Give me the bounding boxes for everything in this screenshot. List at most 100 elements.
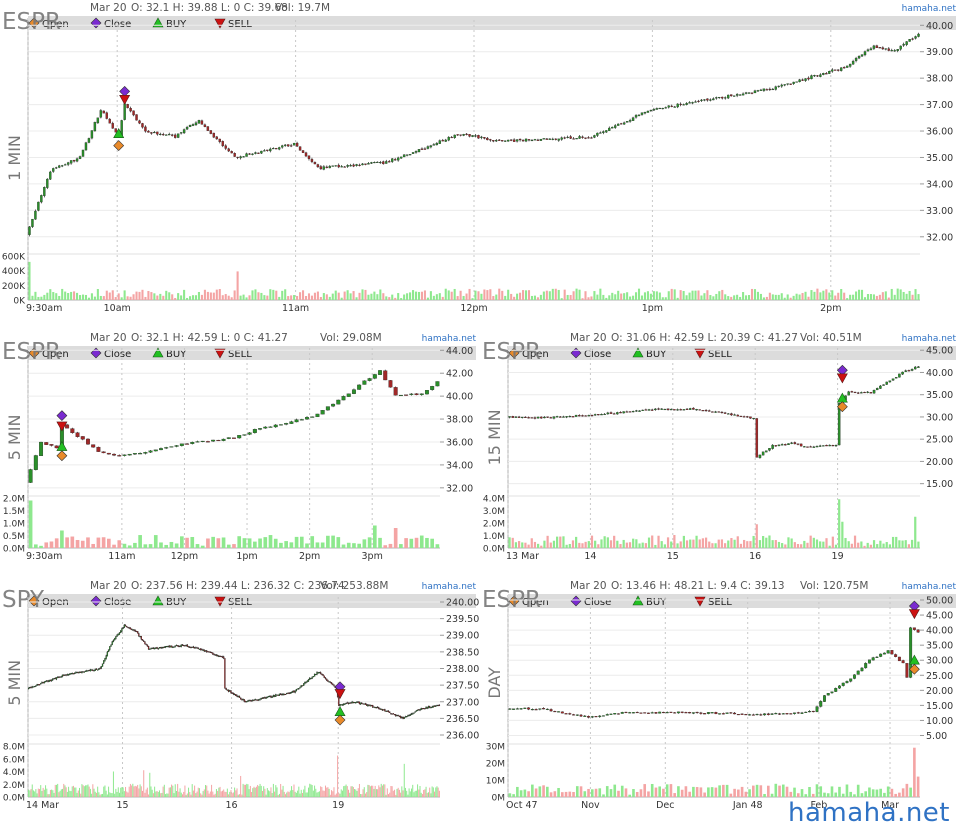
chart-3-volume-bar — [198, 788, 200, 797]
chart-1-candle — [205, 440, 210, 443]
chart-0-volume-bar — [376, 294, 379, 300]
chart-3-legend-item-close[interactable]: Close — [90, 595, 131, 608]
chart-4-candle-body — [830, 691, 834, 694]
chart-3-legend-item-buy[interactable]: BUY — [152, 595, 187, 608]
chart-3-volume-bar — [115, 788, 117, 797]
chart-0-volume-bar — [617, 290, 620, 300]
chart-3-candle — [235, 694, 237, 697]
chart-3-candle-body — [363, 703, 365, 705]
chart-0-volume-bar — [87, 297, 90, 300]
chart-3-candle-body — [304, 682, 306, 684]
chart-0-legend-item-buy[interactable]: BUY — [152, 17, 187, 30]
chart-3-candle — [357, 701, 359, 703]
chart-3-candle — [340, 704, 342, 706]
chart-3-candle-body — [113, 638, 116, 641]
chart-3-candle — [323, 675, 325, 679]
chart-2-legend-item-sell[interactable]: SELL — [694, 348, 732, 360]
chart-2-volume-bar — [552, 540, 556, 548]
chart-2-candle — [616, 411, 619, 415]
chart-0-candle-body — [866, 49, 870, 52]
chart-3-candle — [395, 714, 397, 717]
chart-3-volume-bar — [438, 790, 440, 797]
chart-0-volume-bar — [450, 291, 453, 300]
chart-3-candle-body — [369, 705, 371, 707]
chart-4-volume-bar — [838, 786, 841, 797]
chart-0-volume-bar — [209, 292, 212, 300]
chart-0-candle — [649, 109, 653, 112]
chart-4-volume-bar — [905, 783, 909, 797]
chart-3-candle-body — [193, 647, 196, 649]
chart-4-candle — [912, 627, 916, 631]
chart-3-legend-item-open[interactable]: Open — [28, 595, 69, 608]
chart-2-volume-bar — [578, 542, 581, 548]
chart-0-legend-item-sell[interactable]: SELL — [214, 18, 252, 30]
chart-3-candle — [366, 703, 368, 706]
chart-0-volume-bar — [456, 296, 459, 300]
chart-3-candle-body — [89, 669, 92, 672]
chart-0-volume-bar — [358, 292, 361, 300]
chart-0-candle-body — [108, 118, 111, 124]
chart-3-volume-bar — [301, 792, 303, 797]
chart-1-legend-item-buy[interactable]: BUY — [152, 347, 187, 360]
chart-0-candle-body — [501, 140, 504, 142]
chart-3-volume-bar — [366, 792, 368, 797]
chart-1-candle-body — [49, 444, 54, 446]
chart-3-volume-bar — [51, 789, 53, 797]
chart-3-candle-body — [232, 692, 235, 695]
chart-0-candle — [346, 164, 349, 168]
chart-4-candle-body — [542, 708, 546, 710]
chart-0-volume-bar — [147, 290, 150, 300]
chart-4-volume-bar — [909, 787, 912, 797]
chart-0-volume-bar — [462, 295, 465, 300]
chart-0-volume-bar — [432, 295, 435, 300]
chart-2-legend-item-buy[interactable]: BUY — [632, 347, 667, 360]
chart-3-candle-body — [168, 645, 170, 648]
chart-1-candle-body — [357, 384, 362, 390]
chart-3-candle — [287, 692, 289, 694]
chart-2-candle-body — [587, 415, 591, 417]
chart-3-candle-body — [261, 697, 264, 699]
chart-2-volume-bar — [568, 543, 571, 548]
chart-0-volume-bar — [278, 296, 281, 300]
chart-4-ytick-label: 35.00 — [926, 641, 953, 652]
chart-3-volume-bar — [247, 784, 249, 797]
chart-1-candle — [294, 418, 299, 423]
chart-2-volume-bar — [619, 544, 622, 548]
chart-2-marker-sell — [694, 348, 706, 359]
chart-0-candle-body — [914, 36, 917, 39]
chart-3-candle — [380, 708, 382, 710]
chart-3-volume-bar — [234, 787, 236, 797]
chart-4-legend-item-sell[interactable]: SELL — [694, 596, 732, 608]
chart-4-legend-item-open[interactable]: Open — [508, 595, 549, 608]
chart-1-volume-bar — [133, 542, 137, 548]
chart-0-candle — [587, 136, 590, 139]
chart-3-candle — [273, 694, 276, 698]
chart-1-candle — [299, 418, 304, 421]
chart-3-candle-body — [415, 710, 418, 712]
chart-3-candle-body — [390, 713, 392, 715]
chart-3-volume-bar — [203, 789, 205, 797]
chart-0-candle-body — [512, 139, 516, 142]
chart-3-candle-body — [204, 650, 207, 652]
chart-2-candle-body — [660, 408, 663, 410]
chart-0-volume-bar — [637, 288, 641, 300]
chart-0-candle — [831, 68, 834, 73]
chart-1-legend-item-sell[interactable]: SELL — [214, 348, 252, 360]
chart-3-candle — [43, 681, 46, 684]
chart-0-candle — [622, 121, 626, 125]
chart-0-candle — [212, 132, 216, 139]
chart-4-candle — [665, 711, 669, 714]
chart-0-candle — [718, 96, 721, 99]
chart-4-legend-item-close[interactable]: Close — [570, 595, 611, 608]
chart-3-candle-body — [276, 694, 278, 696]
chart-3-volume-bar — [381, 785, 383, 797]
chart-0-volume-bar — [519, 292, 522, 300]
chart-0-candle-body — [310, 159, 314, 162]
chart-1-candle — [247, 432, 252, 436]
chart-3-candle-body — [78, 671, 81, 673]
